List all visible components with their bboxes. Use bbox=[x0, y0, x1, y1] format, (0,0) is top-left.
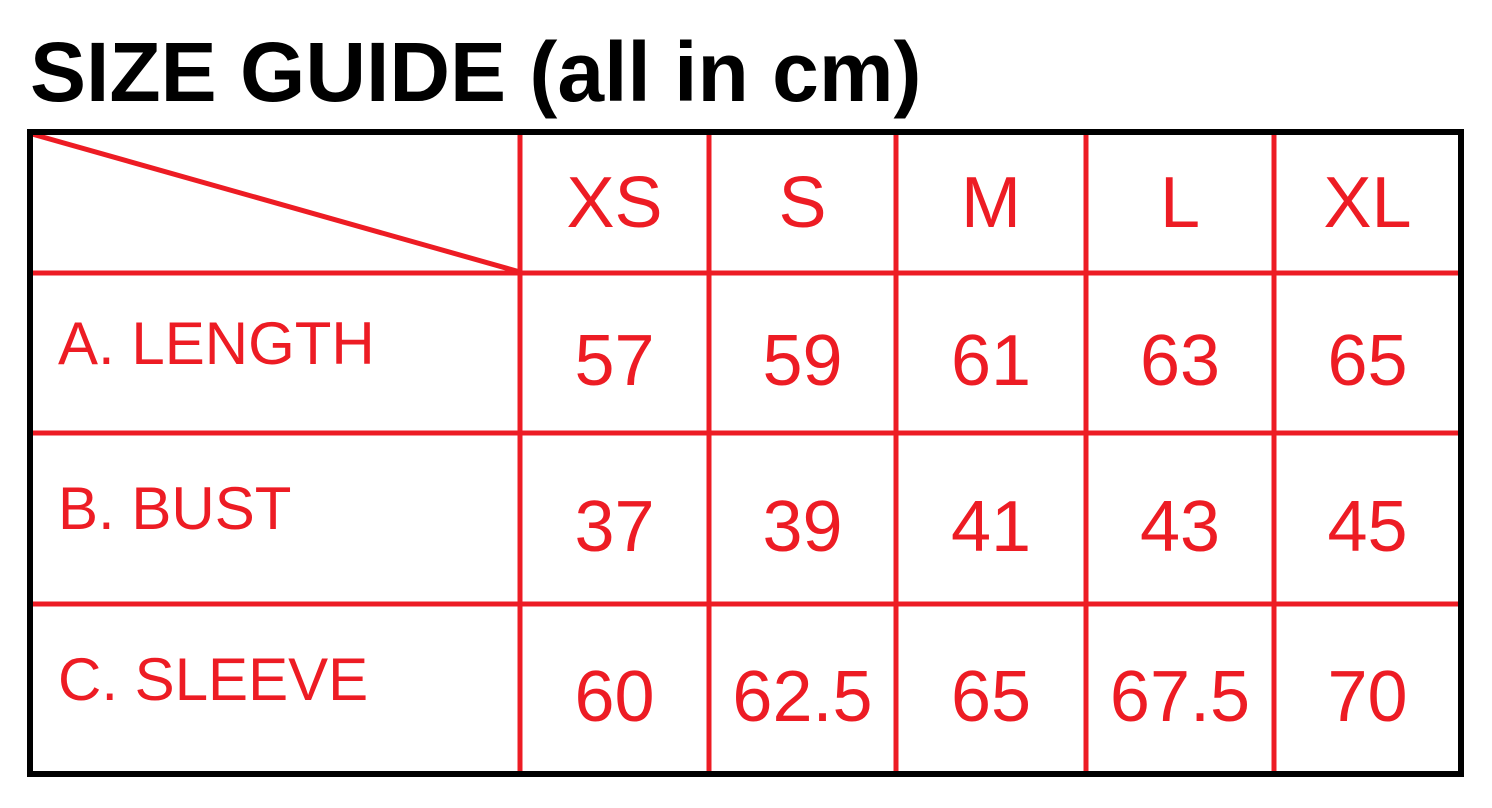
row-label: A. LENGTH bbox=[58, 309, 375, 377]
row-label: C. SLEEVE bbox=[58, 645, 369, 713]
measurement-value: 39 bbox=[762, 486, 843, 567]
size-header-xl: XL bbox=[1323, 162, 1412, 243]
measurement-value: 41 bbox=[950, 486, 1032, 567]
measurement-value: 67.5 bbox=[1109, 657, 1251, 737]
measurement-value: 60 bbox=[574, 657, 655, 737]
measurement-value: 63 bbox=[1139, 321, 1221, 401]
measurement-value: 65 bbox=[1327, 321, 1408, 401]
measurement-value: 43 bbox=[1139, 486, 1221, 567]
measurement-value: 65 bbox=[950, 657, 1032, 737]
size-header-m: M bbox=[961, 162, 1021, 243]
page-title: SIZE GUIDE (all in cm) bbox=[30, 25, 922, 119]
size-header-l: L bbox=[1159, 162, 1201, 243]
row-label: B. BUST bbox=[58, 475, 292, 542]
size-header-xs: XS bbox=[566, 162, 663, 243]
measurement-value: 70 bbox=[1327, 657, 1408, 737]
table-border bbox=[27, 129, 1464, 777]
size-header-s: S bbox=[778, 162, 827, 243]
diagonal-divider bbox=[31, 131, 521, 275]
measurement-value: 45 bbox=[1327, 486, 1408, 567]
measurement-value: 59 bbox=[762, 321, 843, 401]
measurement-value: 61 bbox=[950, 321, 1032, 401]
measurement-value: 37 bbox=[574, 486, 655, 567]
measurement-value: 57 bbox=[574, 321, 655, 401]
measurement-value: 62.5 bbox=[732, 657, 873, 737]
